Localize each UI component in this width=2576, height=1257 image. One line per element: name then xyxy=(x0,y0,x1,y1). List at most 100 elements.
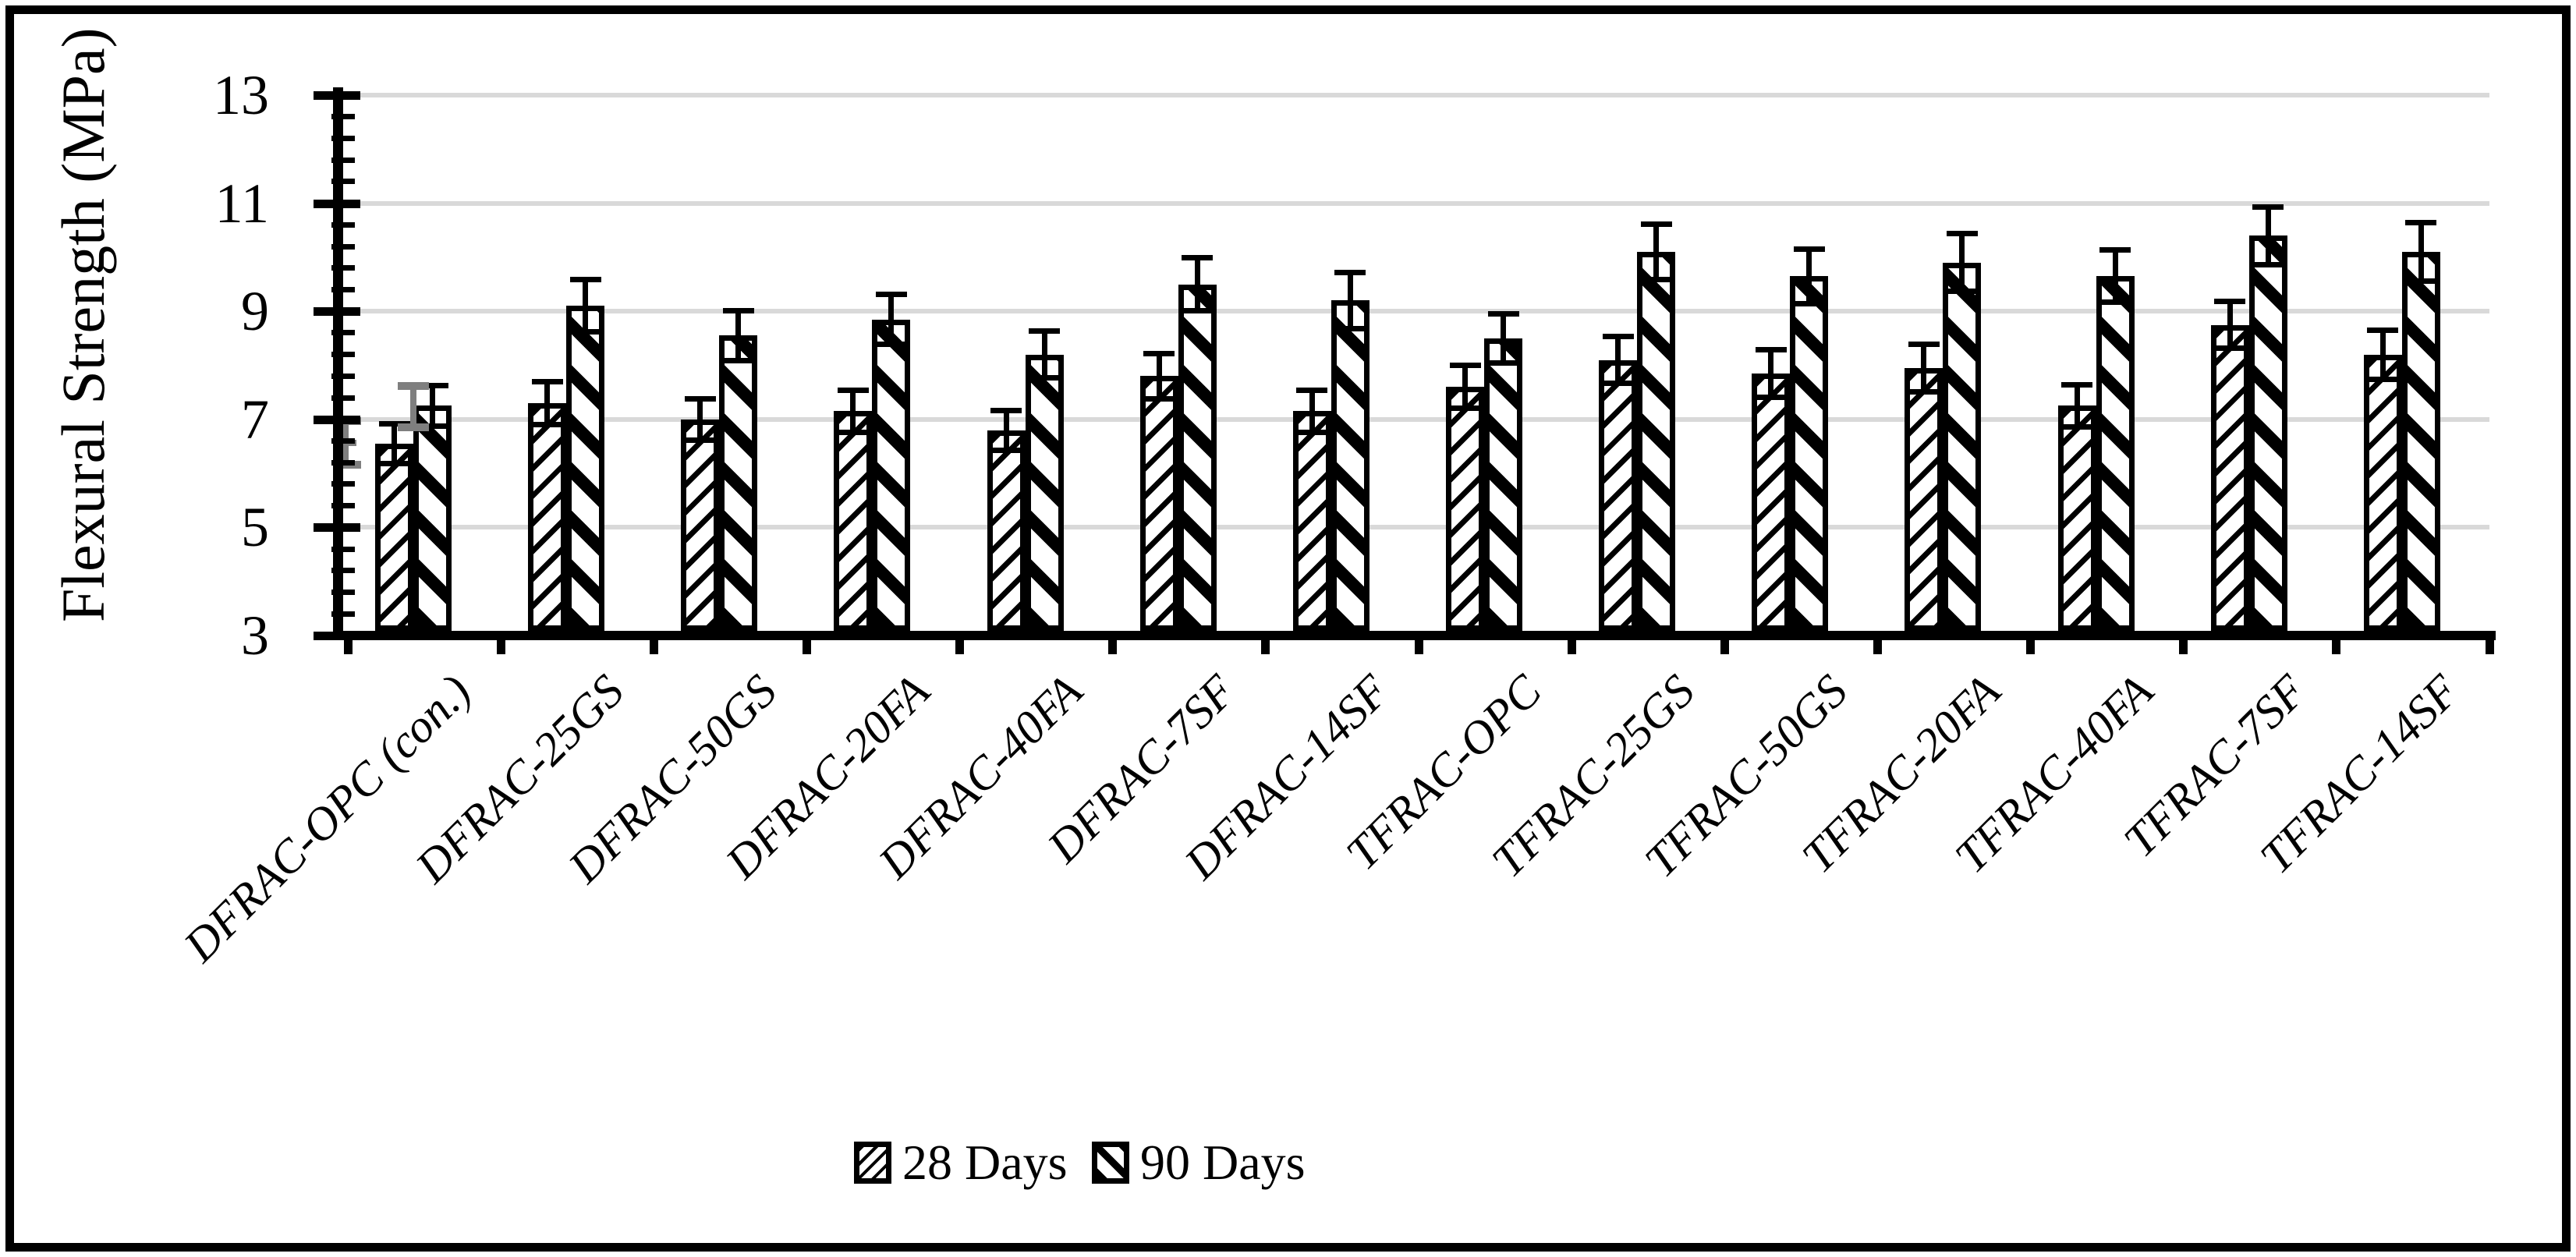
y-minor-tick xyxy=(331,114,355,120)
error-bar-cap-bottom xyxy=(2099,299,2131,306)
bar-28Days-TFRAC-50GS xyxy=(1752,373,1791,631)
x-axis-tick xyxy=(1108,636,1118,654)
error-bar-cap-top xyxy=(722,307,754,313)
bar-28Days-TFRAC-7SF xyxy=(2210,324,2249,631)
error-bar-cap-top xyxy=(2214,298,2246,304)
error-bar-cap-bottom xyxy=(1449,405,1481,412)
y-minor-tick xyxy=(331,157,355,163)
bar-28Days-TFRAC-OPC xyxy=(1446,387,1484,631)
error-bar-cap-bottom xyxy=(1602,381,1634,387)
error-bar-cap-bottom xyxy=(1143,395,1175,402)
bar-90Days-TFRAC-OPC xyxy=(1484,338,1522,631)
bar-90Days-DFRAC-25GS xyxy=(566,306,605,631)
error-bar-line xyxy=(2112,251,2118,301)
y-minor-tick xyxy=(331,373,355,379)
legend-entry-28-days: 28 Days xyxy=(854,1134,1068,1191)
y-minor-tick xyxy=(331,286,355,292)
x-axis-tick xyxy=(1873,636,1882,654)
bar-90Days-DFRAC-40FA xyxy=(1025,354,1064,631)
bar-90Days-DFRAC-14SF xyxy=(1331,300,1369,631)
x-axis-tick xyxy=(2026,636,2036,654)
y-minor-tick xyxy=(331,200,355,207)
y-minor-tick xyxy=(331,352,355,358)
legend-label-28-days: 28 Days xyxy=(902,1135,1068,1190)
error-bar-cap-bottom xyxy=(684,437,716,444)
bar-28Days-DFRAC-50GS xyxy=(681,419,720,631)
y-minor-tick xyxy=(331,135,355,141)
error-bar-cap-top xyxy=(1908,342,1940,348)
y-minor-tick xyxy=(331,459,355,466)
error-bar-line xyxy=(544,384,551,423)
error-bar-line xyxy=(392,426,397,462)
error-bar-cap-bottom xyxy=(1182,307,1214,313)
x-axis-tick xyxy=(343,636,353,654)
error-bar-cap-bottom xyxy=(2252,261,2284,267)
error-bar-cap-bottom xyxy=(1334,325,1366,331)
error-bar-cap-top xyxy=(1640,221,1672,227)
error-bar-cap-bottom xyxy=(1640,277,1672,283)
error-bar-line xyxy=(2418,225,2424,279)
error-bar-cap-bottom xyxy=(875,342,907,348)
error-bar-cap-bottom xyxy=(416,423,448,430)
error-bar-line xyxy=(697,400,703,439)
error-bar-cap-top xyxy=(875,291,907,297)
y-minor-tick xyxy=(331,481,355,487)
error-bar-line xyxy=(1462,367,1468,407)
y-minor-tick xyxy=(331,611,355,617)
y-minor-tick xyxy=(331,395,355,401)
error-bar-line xyxy=(2265,208,2271,263)
error-bar-line xyxy=(583,281,589,331)
error-bar-cap-top xyxy=(2367,327,2399,333)
error-bar-line xyxy=(850,392,856,430)
error-bar-cap-top xyxy=(1793,246,1825,252)
y-minor-tick xyxy=(331,546,355,552)
y-minor-tick xyxy=(331,265,355,271)
error-bar-cap-top xyxy=(569,277,601,283)
error-bar-cap-top xyxy=(1182,255,1214,261)
bar-90Days-DFRAC-20FA xyxy=(872,319,911,631)
y-tick-label-7: 7 xyxy=(241,388,269,451)
gridline-7 xyxy=(343,416,2489,422)
error-bar-line xyxy=(1768,352,1774,395)
y-minor-tick xyxy=(331,568,355,574)
y-minor-tick xyxy=(331,221,355,228)
error-bar-line xyxy=(1653,225,1660,278)
y-minor-tick xyxy=(331,524,355,530)
y-minor-tick xyxy=(331,590,355,596)
error-bar-line xyxy=(1003,412,1009,448)
gray-error-bar-cap-bottom-1 xyxy=(398,423,429,431)
error-bar-cap-top xyxy=(2099,246,2131,253)
x-axis-tick xyxy=(1567,636,1576,654)
error-bar-cap-top xyxy=(1487,310,1519,317)
y-minor-tick xyxy=(331,438,355,444)
bar-90Days-TFRAC-25GS xyxy=(1637,251,1676,631)
error-bar-cap-top xyxy=(990,407,1022,413)
y-major-tick-3 xyxy=(314,632,360,640)
y-tick-label-3: 3 xyxy=(241,604,269,667)
error-bar-cap-top xyxy=(837,388,869,394)
error-bar-cap-bottom xyxy=(1793,300,1825,306)
x-axis-tick xyxy=(1720,636,1729,654)
bar-28Days-TFRAC-14SF xyxy=(2363,354,2402,631)
error-bar-cap-top xyxy=(1946,231,1978,237)
bar-28Days-TFRAC-25GS xyxy=(1599,359,1638,631)
y-minor-tick xyxy=(331,243,355,250)
figure-border xyxy=(5,5,2571,1252)
x-axis-tick xyxy=(2179,636,2188,654)
error-bar-cap-bottom xyxy=(990,447,1022,453)
y-axis-title: Flexural Strength (MPa) xyxy=(49,27,117,622)
error-bar-cap-bottom xyxy=(2214,345,2246,352)
error-bar-cap-bottom xyxy=(1029,375,1061,381)
error-bar-line xyxy=(1041,332,1047,377)
error-bar-line xyxy=(888,296,895,343)
error-bar-cap-bottom xyxy=(837,429,869,435)
error-bar-line xyxy=(2227,303,2233,347)
error-bar-cap-top xyxy=(2061,382,2093,388)
bar-90Days-TFRAC-14SF xyxy=(2401,251,2440,631)
x-axis-tick xyxy=(1261,636,1270,654)
gridline-13 xyxy=(343,93,2489,97)
error-bar-line xyxy=(1156,356,1162,397)
error-bar-line xyxy=(2074,387,2080,425)
x-axis-tick xyxy=(649,636,658,654)
